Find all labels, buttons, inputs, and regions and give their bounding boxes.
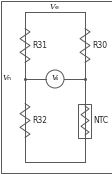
Text: R32: R32	[32, 116, 47, 125]
Text: V: V	[3, 74, 8, 82]
Text: R30: R30	[91, 41, 106, 50]
Text: V: V	[52, 74, 57, 82]
Text: e: e	[55, 5, 58, 10]
Text: n: n	[6, 76, 10, 81]
Text: V: V	[49, 3, 54, 11]
Text: NTC: NTC	[93, 116, 108, 125]
Text: s: s	[55, 76, 58, 81]
Text: R31: R31	[32, 41, 47, 50]
Bar	[78, 104, 91, 137]
